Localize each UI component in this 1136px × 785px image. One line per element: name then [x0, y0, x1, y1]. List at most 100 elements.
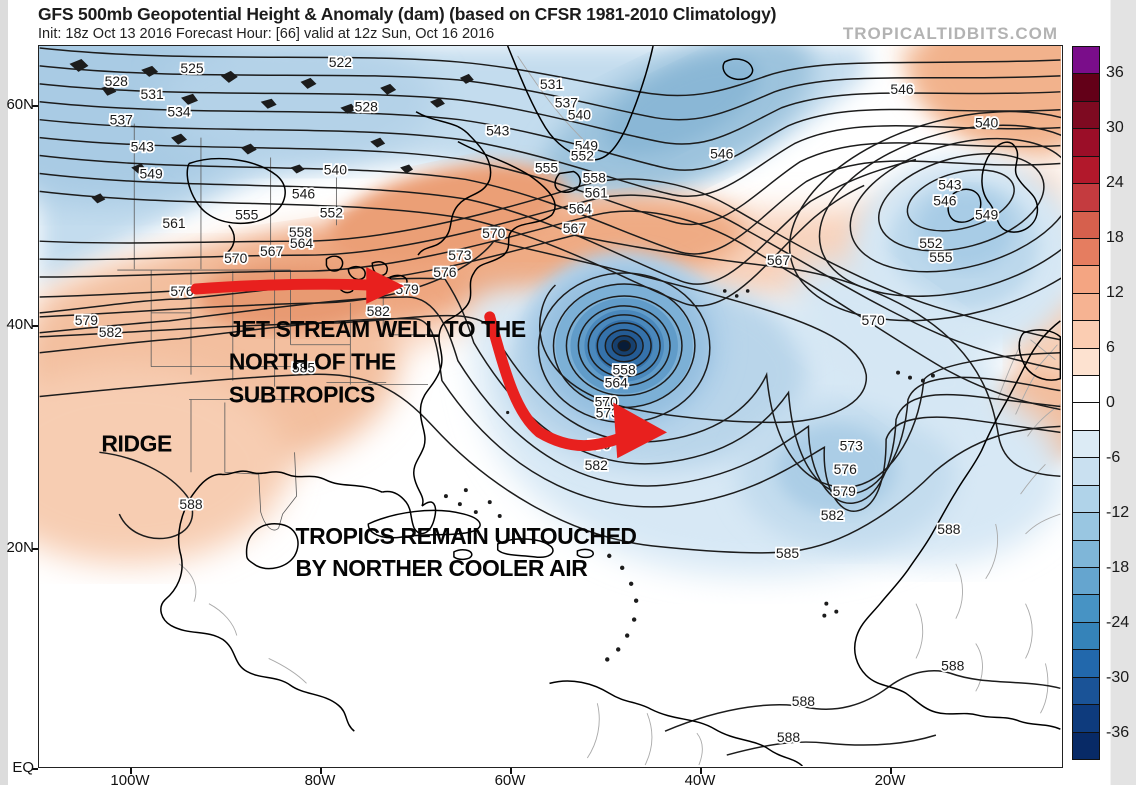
contour-label: 555 [235, 206, 259, 222]
contour-label: 573 [448, 247, 472, 263]
contour-label: 531 [540, 76, 564, 92]
colorbar-cell [1073, 266, 1099, 294]
contour-label: 582 [585, 457, 609, 473]
anomaly-shading-layer [39, 46, 1061, 576]
contour-label: 546 [292, 185, 316, 201]
lon-axis-label: 40W [684, 772, 716, 785]
subtropics-flow-arrow [484, 311, 631, 452]
colorbar-cell [1073, 156, 1099, 185]
contour-label: 585 [292, 360, 316, 376]
state-borders-group [117, 123, 433, 531]
contour-label: 546 [710, 146, 734, 162]
contour-label: 567 [767, 252, 791, 268]
lon-axis-tick [130, 768, 132, 774]
contour-label: 540 [324, 161, 348, 177]
colorbar-cell [1073, 348, 1099, 377]
cyclone-core-shading [518, 251, 730, 441]
colorbar-cell [1073, 129, 1099, 157]
colorbar-tick-label: 18 [1106, 229, 1124, 247]
colorbar-cell [1073, 101, 1099, 130]
contour-label: 561 [585, 184, 609, 200]
contour-label: 576 [433, 264, 457, 280]
coastlines-group [160, 46, 1061, 766]
contour-label: 537 [110, 112, 134, 128]
contour-label: 540 [975, 115, 999, 131]
contour-label: 579 [75, 312, 99, 328]
colorbar-tick-label: 24 [1106, 174, 1124, 192]
contour-label: 549 [975, 206, 999, 222]
lon-axis-tick [320, 768, 322, 774]
colorbar-cell [1073, 732, 1099, 759]
contour-labels-group: 5225255285285315345375435495315375405435… [73, 52, 1000, 747]
colorbar-cell [1073, 184, 1099, 212]
jet-annotation-line3: SUBTROPICS [229, 382, 375, 408]
colorbar-cell [1073, 238, 1099, 267]
lat-axis-tick [32, 768, 38, 770]
contour-label: 588 [941, 657, 965, 673]
contour-label: 582 [367, 303, 391, 319]
jet-annotation-line2: NORTH OF THE [229, 349, 396, 375]
contour-label: 579 [833, 483, 857, 499]
lon-axis-label: 60W [494, 772, 526, 785]
contour-label: 525 [180, 60, 204, 76]
contour-label: 522 [329, 54, 353, 70]
contour-label: 582 [821, 507, 845, 523]
contour-label: 552 [919, 235, 943, 251]
colorbar-tick-label: 0 [1106, 394, 1115, 411]
colorbar-cell [1073, 650, 1099, 678]
contour-label: 543 [486, 123, 510, 139]
contour-label: 564 [290, 235, 314, 251]
colorbar-tick-label: 6 [1106, 339, 1115, 357]
lon-axis-tick [510, 768, 512, 774]
contour-label: 540 [568, 107, 592, 123]
colorbar-cell [1073, 47, 1099, 75]
ridge-annotation: RIDGE [101, 430, 172, 456]
contour-label: 570 [224, 250, 248, 266]
contour-lines-group [39, 47, 1061, 756]
contour-label: 546 [933, 192, 957, 208]
tropics-annotation-line1: TROPICS REMAIN UNTOUCHED [296, 523, 637, 549]
contour-label: 528 [105, 73, 129, 89]
colorbar-cell [1073, 293, 1099, 322]
contour-label: 549 [140, 165, 164, 181]
contour-label: 555 [535, 159, 559, 175]
jet-stream-arrow [190, 278, 374, 295]
contour-label: 543 [938, 176, 962, 192]
contour-label: 570 [862, 312, 886, 328]
lon-axis-tick [700, 768, 702, 774]
annotation-arrows-group [190, 267, 668, 459]
contour-label: 552 [320, 204, 344, 220]
contour-label: 588 [937, 521, 961, 537]
contour-label: 543 [131, 139, 155, 155]
chart-title: GFS 500mb Geopotential Height & Anomaly … [38, 4, 777, 24]
colorbar-cell [1073, 568, 1099, 596]
admin-borders-group [178, 55, 1061, 766]
lat-axis-label: 20N [6, 539, 34, 556]
colorbar-cell [1073, 74, 1099, 102]
lat-axis-label: 60N [6, 96, 34, 113]
contour-label: 528 [355, 99, 379, 115]
lat-axis-tick [32, 548, 38, 550]
page-left-margin [0, 0, 8, 785]
colorbar-cell [1073, 705, 1099, 733]
colorbar-tick-label: -18 [1106, 558, 1130, 576]
tropics-annotation-line2: BY NORTHER COOLER AIR [296, 555, 589, 581]
lon-axis-label: 20W [874, 772, 906, 785]
map-figure: 522 525 528 528 531 534 537 543 549 531 537 540 543 5… [38, 45, 1063, 768]
colorbar-cell [1073, 321, 1099, 349]
colorbar-tick-label: -24 [1106, 613, 1130, 631]
page-right-margin [1110, 0, 1136, 785]
contour-label: 558 [613, 362, 637, 378]
annotation-texts-group: JET STREAM WELL TO THE NORTH OF THE SUBT… [101, 316, 637, 581]
contour-label: 576 [170, 283, 194, 299]
contour-label: 573 [840, 437, 864, 453]
contour-label: 576 [834, 461, 858, 477]
colorbar-cell [1073, 677, 1099, 706]
colorbar-cell [1073, 595, 1099, 623]
lat-axis-label: 40N [6, 316, 34, 333]
contour-label: 567 [260, 243, 284, 259]
colorbar-tick-label: -36 [1106, 723, 1130, 741]
contour-label: 558 [289, 224, 313, 240]
jet-annotation-line1: JET STREAM WELL TO THE [229, 316, 526, 342]
